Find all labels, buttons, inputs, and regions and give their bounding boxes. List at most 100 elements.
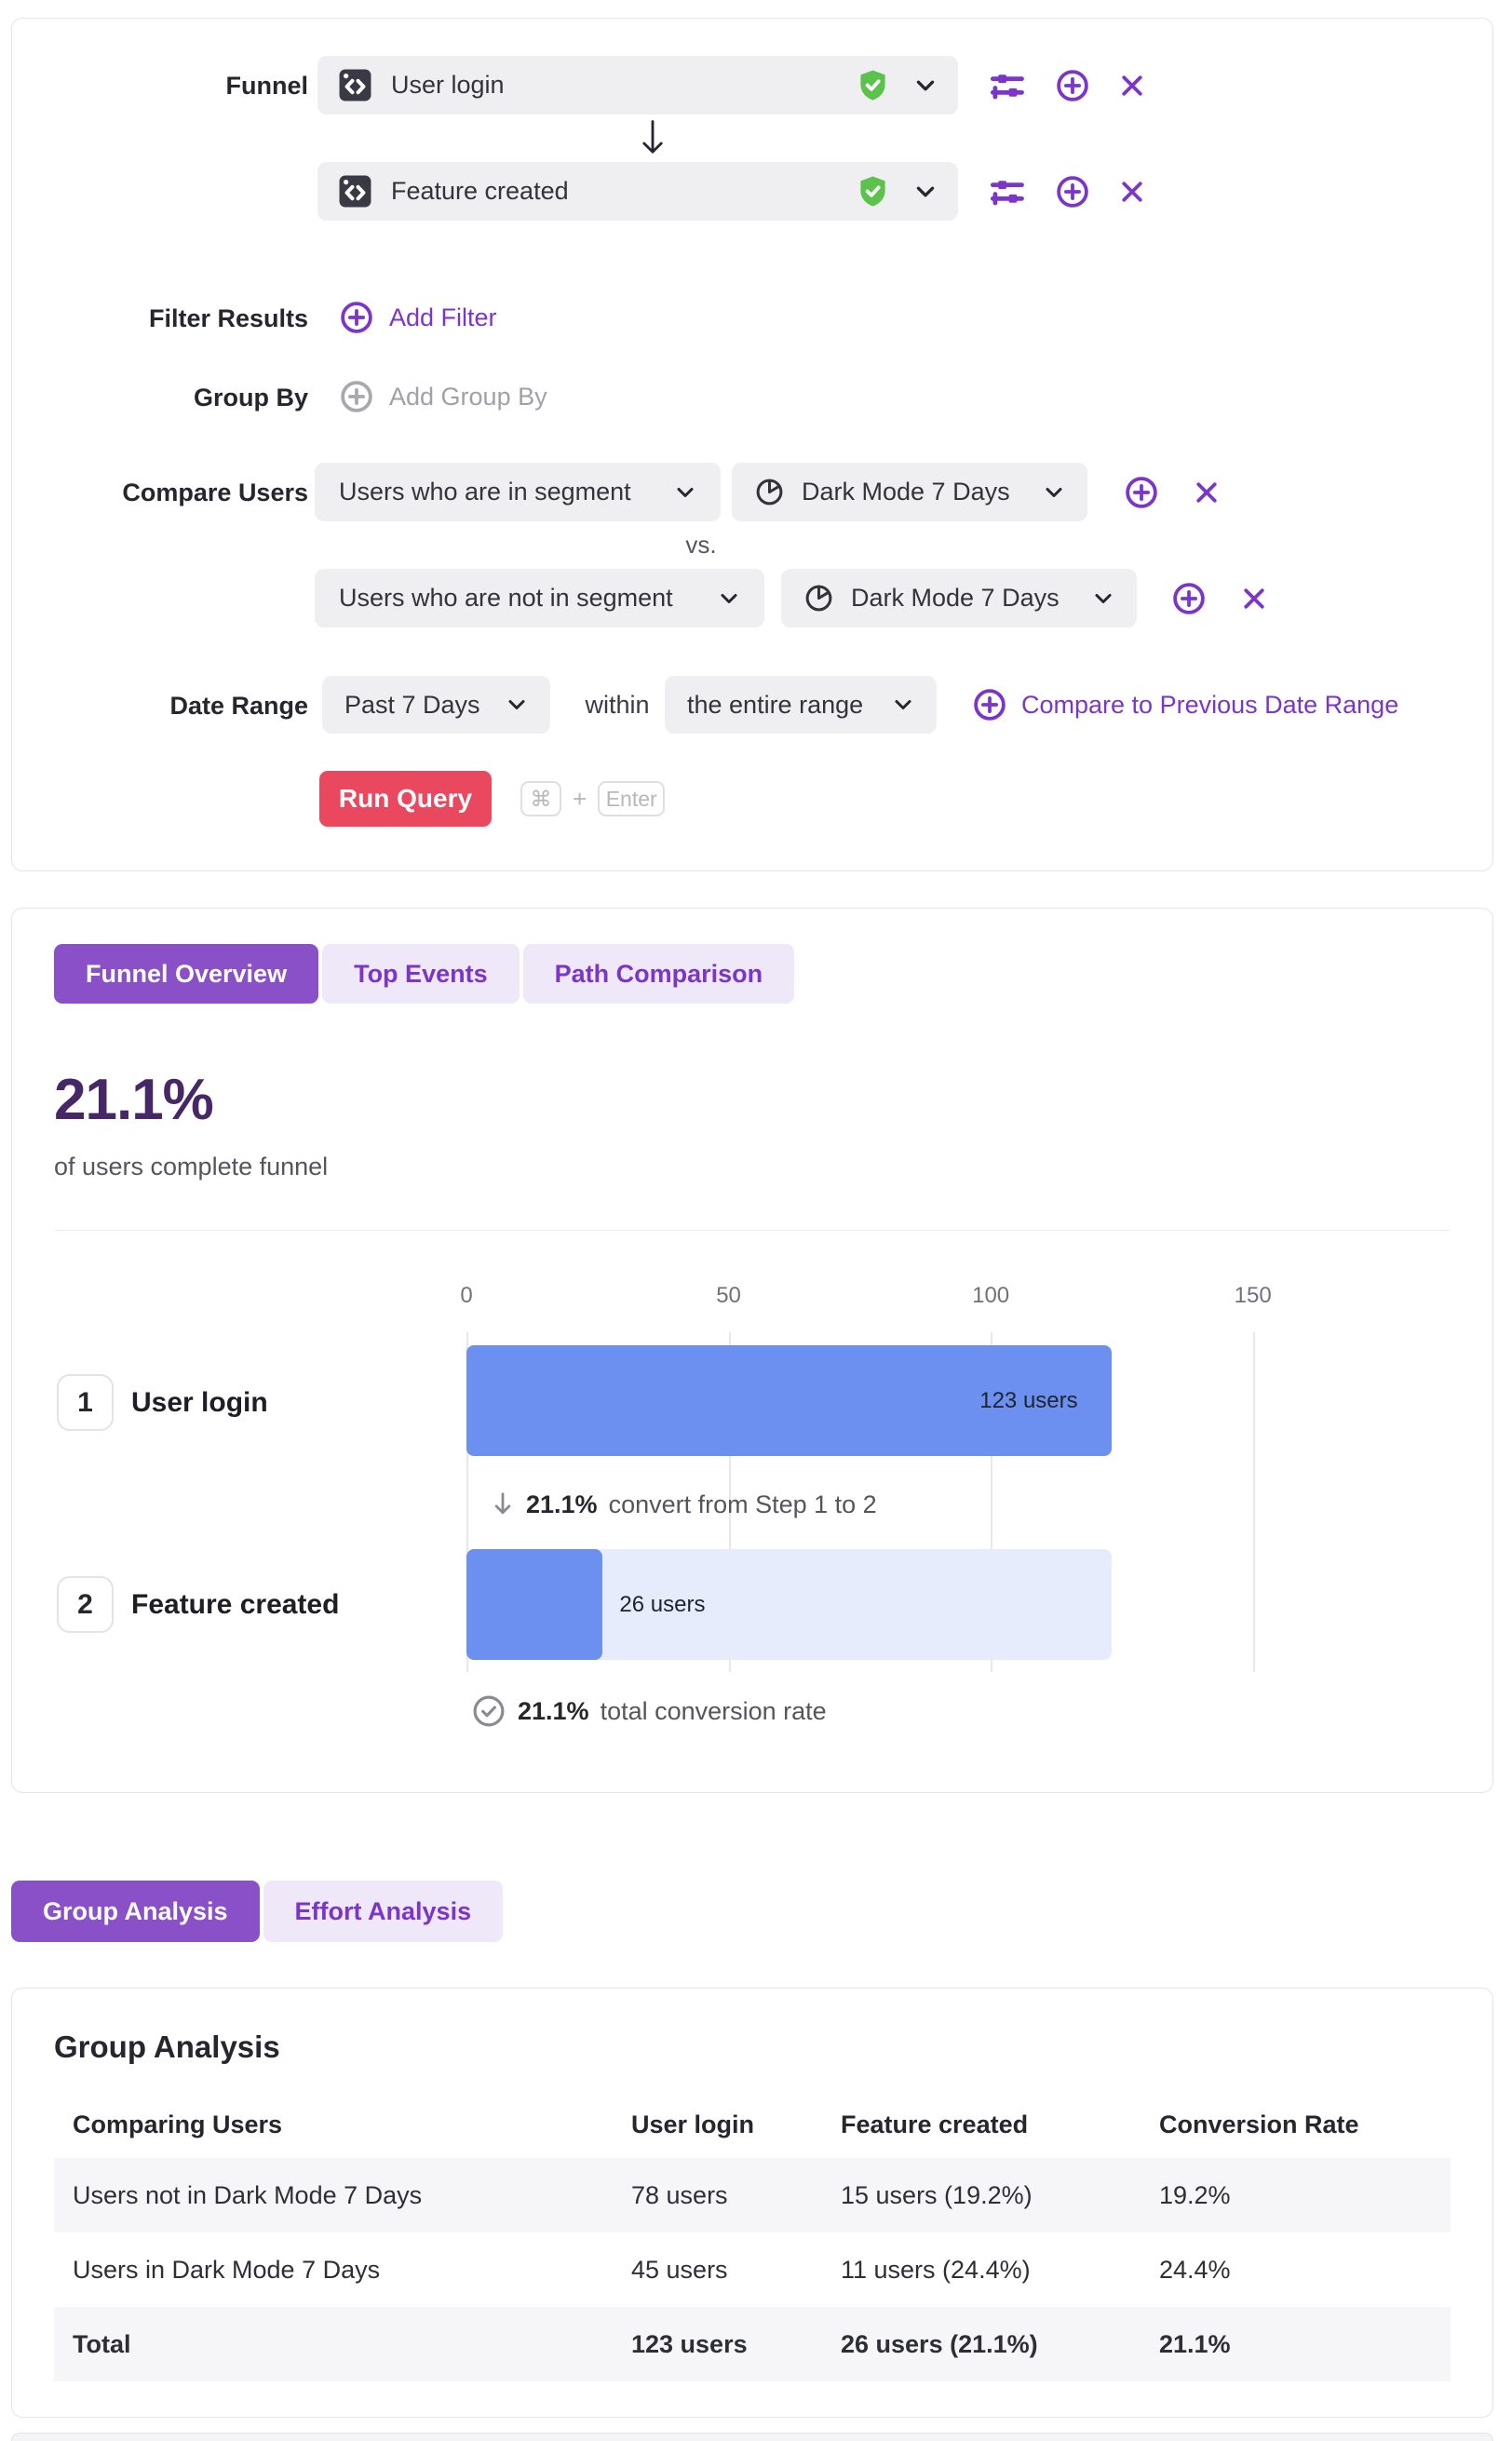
segment-membership-value: Users who are not in segment xyxy=(339,584,673,612)
filters-sliders-icon[interactable] xyxy=(986,65,1027,106)
event-icon xyxy=(338,174,372,209)
cell-user-login: 123 users xyxy=(631,2329,748,2358)
tab-group-analysis[interactable]: Group Analysis xyxy=(11,1881,260,1942)
remove-step-icon[interactable] xyxy=(1118,72,1146,100)
step2-actions xyxy=(986,162,1146,221)
table-header-row: Comparing Users User login Feature creat… xyxy=(54,2091,1451,2158)
table-row-total: Total 123 users 26 users (21.1%) 21.1% xyxy=(54,2307,1451,2381)
total-conversion-note: 21.1% total conversion rate xyxy=(471,1693,827,1730)
add-comparison-icon[interactable] xyxy=(1124,475,1159,510)
funnel-bar-step2[interactable] xyxy=(466,1549,603,1660)
segment-pie-icon xyxy=(754,477,785,507)
cell-group: Total xyxy=(73,2329,131,2358)
tab-funnel-overview[interactable]: Funnel Overview xyxy=(54,944,319,1004)
bar-step2-value-label: 26 users xyxy=(619,1591,706,1617)
down-arrow-icon xyxy=(491,1490,515,1518)
chart-plot-area: 123 users 21.1% convert from Step 1 to 2… xyxy=(466,1332,1305,1672)
funnel-bar-step1[interactable]: 123 users xyxy=(466,1345,1112,1456)
next-section-top-edge xyxy=(11,2433,1493,2441)
gridline xyxy=(991,1332,993,1672)
total-conversion-value: 21.1% xyxy=(518,1696,589,1725)
add-group-by-button[interactable]: Add Group By xyxy=(339,379,547,414)
run-query-shortcut: ⌘ + Enter xyxy=(520,781,666,816)
chevron-down-icon xyxy=(913,74,938,98)
add-filter-label: Add Filter xyxy=(389,303,497,331)
bar-row-step1: 123 users xyxy=(466,1345,1305,1456)
chevron-down-icon xyxy=(1092,587,1114,610)
event-select-step2[interactable]: Feature created xyxy=(317,162,958,221)
within-range-select[interactable]: the entire range xyxy=(665,676,937,734)
segment-select-1[interactable]: Dark Mode 7 Days xyxy=(732,463,1087,521)
event-select-step1[interactable]: User login xyxy=(317,56,958,115)
chart-grid xyxy=(466,1332,1305,1672)
compare-row2-actions xyxy=(1171,569,1268,627)
axis-tick-label: 0 xyxy=(460,1283,473,1308)
tab-path-comparison[interactable]: Path Comparison xyxy=(522,944,795,1004)
cell-feature-created: 11 users (24.4%) xyxy=(841,2255,1031,2284)
cell-conversion-rate: 21.1% xyxy=(1159,2329,1231,2358)
compare-previous-label: Compare to Previous Date Range xyxy=(1021,690,1399,719)
group-analysis-title: Group Analysis xyxy=(54,2030,280,2064)
funnel-label: Funnel xyxy=(225,72,309,100)
cell-conversion-rate: 24.4% xyxy=(1159,2255,1231,2284)
cell-user-login: 78 users xyxy=(631,2180,728,2209)
table-row: Users not in Dark Mode 7 Days 78 users 1… xyxy=(54,2158,1451,2232)
cell-group: Users in Dark Mode 7 Days xyxy=(73,2255,381,2284)
event-icon xyxy=(338,68,372,102)
cmd-key: ⌘ xyxy=(520,781,561,816)
run-query-button[interactable]: Run Query xyxy=(319,771,492,827)
segment-value: Dark Mode 7 Days xyxy=(802,478,1010,506)
add-group-by-plus-icon xyxy=(339,379,374,414)
conversion-caption: of users complete funnel xyxy=(54,1153,329,1180)
add-comparison-icon[interactable] xyxy=(1171,581,1207,616)
chart-axis-ticks: 0 50 100 150 xyxy=(460,1283,1305,1315)
total-conversion-text: total conversion rate xyxy=(600,1696,827,1725)
col-header-user-login: User login xyxy=(631,2110,755,2138)
cell-group: Users not in Dark Mode 7 Days xyxy=(73,2180,423,2209)
segment-select-2[interactable]: Dark Mode 7 Days xyxy=(781,569,1137,627)
tab-effort-analysis[interactable]: Effort Analysis xyxy=(263,1881,504,1942)
step-conversion-text: convert from Step 1 to 2 xyxy=(608,1490,877,1518)
analysis-tabs: Group Analysis Effort Analysis xyxy=(11,1881,504,1942)
cell-conversion-rate: 19.2% xyxy=(1159,2180,1231,2209)
group-analysis-card: Group Analysis Comparing Users User logi… xyxy=(11,1988,1493,2418)
remove-comparison-icon[interactable] xyxy=(1240,585,1268,613)
chevron-down-icon xyxy=(913,180,938,204)
gridline xyxy=(728,1332,731,1672)
filter-results-label: Filter Results xyxy=(148,304,308,332)
segment-membership-select-1[interactable]: Users who are in segment xyxy=(315,463,721,521)
axis-tick-label: 150 xyxy=(1234,1283,1272,1308)
add-filter-plus-icon xyxy=(339,300,374,335)
within-range-value: the entire range xyxy=(687,690,864,719)
compare-previous-plus-icon xyxy=(972,687,1007,722)
section-divider xyxy=(54,1230,1451,1231)
filters-sliders-icon[interactable] xyxy=(986,171,1027,212)
bar-row-step2: 26 users xyxy=(466,1549,1305,1660)
add-step-icon[interactable] xyxy=(1055,68,1090,103)
step1-actions xyxy=(986,56,1146,115)
remove-step-icon[interactable] xyxy=(1118,178,1146,206)
chevron-down-icon xyxy=(718,587,740,610)
verified-shield-icon xyxy=(857,175,889,208)
gridline xyxy=(466,1332,468,1672)
date-range-label: Date Range xyxy=(169,692,308,720)
add-step-icon[interactable] xyxy=(1055,174,1090,209)
funnel-overview-card: Funnel Overview Top Events Path Comparis… xyxy=(11,908,1493,1793)
step2-name: Feature created xyxy=(131,1588,340,1620)
add-filter-button[interactable]: Add Filter xyxy=(339,300,497,335)
event-name: User login xyxy=(391,71,505,99)
step-conversion-value: 21.1% xyxy=(526,1490,598,1518)
date-range-select[interactable]: Past 7 Days xyxy=(322,676,550,734)
add-group-by-label: Add Group By xyxy=(389,382,547,411)
step1-name: User login xyxy=(131,1386,268,1418)
segment-membership-select-2[interactable]: Users who are not in segment xyxy=(315,569,764,627)
enter-key: Enter xyxy=(598,781,666,816)
axis-tick-label: 50 xyxy=(716,1283,741,1308)
segment-value: Dark Mode 7 Days xyxy=(851,584,1060,612)
step-flow-arrow-icon xyxy=(637,117,668,160)
remove-comparison-icon[interactable] xyxy=(1193,479,1221,506)
tab-top-events[interactable]: Top Events xyxy=(322,944,520,1004)
conversion-headline: 21.1% xyxy=(54,1068,214,1132)
compare-previous-date-range-button[interactable]: Compare to Previous Date Range xyxy=(972,687,1398,722)
